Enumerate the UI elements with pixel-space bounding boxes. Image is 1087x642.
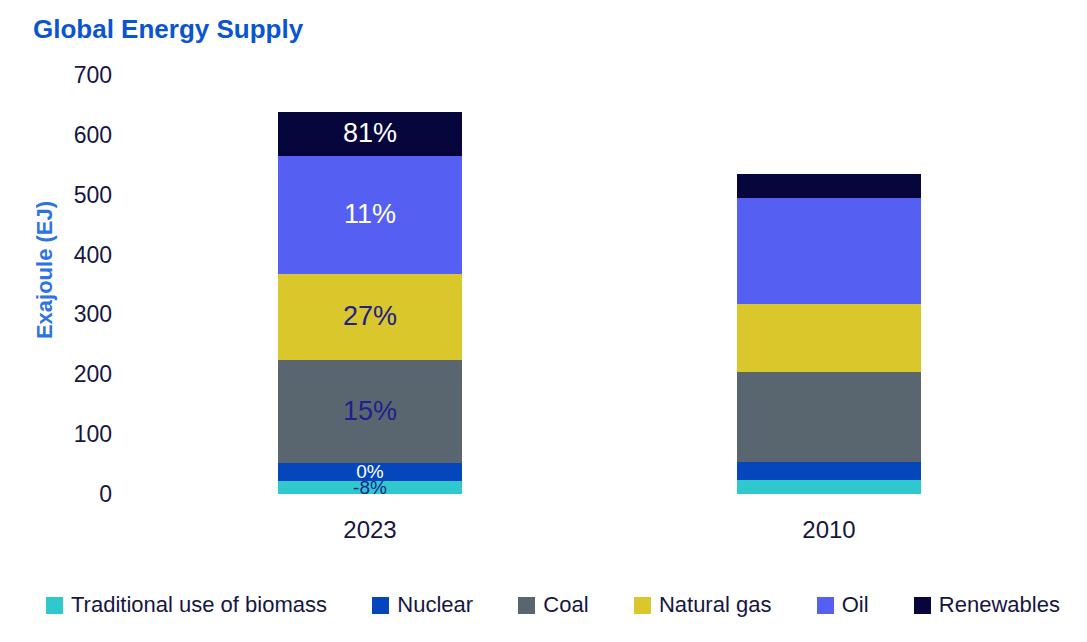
segment-change-label: 15% [278, 360, 462, 464]
legend-swatch-icon [46, 597, 63, 614]
segment-nuclear [737, 462, 921, 480]
segment-change-label: 11% [278, 156, 462, 274]
y-tick-label: 500 [32, 181, 112, 209]
y-tick-label: 0 [32, 480, 112, 508]
y-tick-label: 400 [32, 241, 112, 269]
x-axis-label-2010: 2010 [737, 516, 921, 544]
legend-label: Traditional use of biomass [71, 592, 327, 618]
legend-swatch-icon [817, 597, 834, 614]
y-tick-label: 100 [32, 420, 112, 448]
y-tick-label: 300 [32, 300, 112, 328]
segment-change-label: 0% [278, 463, 462, 481]
segment-renewables [737, 174, 921, 199]
legend-item-nuclear: Nuclear [372, 592, 473, 618]
segment-nuclear: 0% [278, 463, 462, 481]
legend-label: Coal [543, 592, 588, 618]
legend-swatch-icon [634, 597, 651, 614]
segment-renewables: 81% [278, 112, 462, 156]
segment-natural-gas: 27% [278, 274, 462, 360]
legend-label: Oil [842, 592, 869, 618]
legend-item-renewables: Renewables [914, 592, 1060, 618]
legend-label: Nuclear [397, 592, 473, 618]
segment-traditional-use-of-biomass: -8% [278, 481, 462, 494]
segment-oil: 11% [278, 156, 462, 274]
y-tick-label: 600 [32, 121, 112, 149]
x-axis-label-2023: 2023 [278, 516, 462, 544]
legend: Traditional use of biomass Nuclear Coal Nat… [46, 592, 1060, 618]
legend-item-natural-gas: Natural gas [634, 592, 772, 618]
y-tick-label: 700 [32, 61, 112, 89]
segment-coal [737, 372, 921, 462]
legend-item-coal: Coal [518, 592, 588, 618]
legend-swatch-icon [914, 597, 931, 614]
bar-2023: -8%0%15%27%11%81% [278, 74, 462, 494]
segment-change-label: 27% [278, 274, 462, 360]
segment-natural-gas [737, 304, 921, 372]
bar-2010 [737, 74, 921, 494]
segment-change-label: 81% [278, 112, 462, 156]
legend-label: Natural gas [659, 592, 772, 618]
legend-swatch-icon [372, 597, 389, 614]
segment-coal: 15% [278, 360, 462, 464]
y-tick-label: 200 [32, 360, 112, 388]
segment-change-label: -8% [278, 481, 462, 494]
legend-item-oil: Oil [817, 592, 869, 618]
legend-item-traditional-use-of-biomass: Traditional use of biomass [46, 592, 327, 618]
chart-canvas: Global Energy Supply Exajoule (EJ) 01002… [0, 0, 1087, 642]
legend-swatch-icon [518, 597, 535, 614]
segment-traditional-use-of-biomass [737, 480, 921, 494]
chart-title: Global Energy Supply [33, 14, 303, 45]
segment-oil [737, 198, 921, 304]
legend-label: Renewables [939, 592, 1060, 618]
